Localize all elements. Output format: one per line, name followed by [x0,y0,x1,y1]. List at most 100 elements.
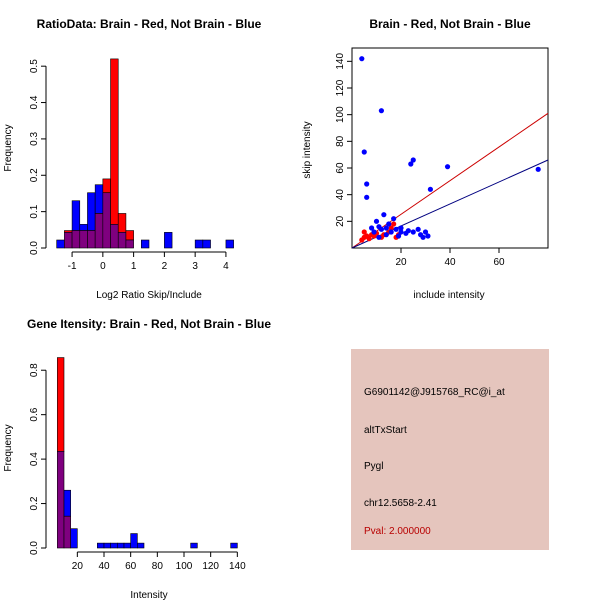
x-tick-label-4: 3 [192,261,198,272]
scatter-y-tick-label-5: 120 [335,79,346,96]
scatter-x-tick-label-0: 20 [395,257,407,268]
scatter-ylabel: skip intensity [302,121,313,178]
not-brain-point-7 [427,186,433,192]
not-brain-bar-0 [56,239,65,249]
y-tick-label-1: 0.1 [29,204,40,218]
genomic-location: chr12.5658-2.41 [364,498,437,509]
x-tick-label-0: 20 [72,561,84,572]
not-brain-point-28 [420,234,426,240]
y-tick-label-4: 0.4 [29,95,40,109]
ratio-histogram-ylabel: Frequency [3,124,14,171]
not-brain-point-2 [364,181,370,187]
overlap-bar-1 [64,232,73,249]
not-brain-point-11 [371,229,377,235]
x-tick-label-2: 60 [125,561,137,572]
overlap-bar-4 [87,230,96,249]
not-brain-bar-2 [70,528,78,549]
y-tick-label-3: 0.3 [29,132,40,146]
not-brain-point-12 [373,218,380,224]
not-brain-bar-10 [123,542,131,549]
y-tick-label-0: 0.0 [29,241,40,255]
overlap-bar-2 [71,230,81,249]
y-tick-label-3: 0.6 [29,407,40,421]
overlap-bar-8 [117,232,127,249]
not-brain-bar-20 [190,542,198,549]
not-brain-bar-6 [97,542,105,549]
not-brain-point-25 [410,229,416,235]
x-tick-label-0: -1 [68,261,77,272]
gene-name: Pygl [364,461,384,472]
not-brain-bar-1 [63,489,71,517]
event-type: altTxStart [364,425,407,436]
x-tick-label-2: 1 [131,261,137,272]
not-brain-point-17 [386,221,392,227]
not-brain-point-3 [378,108,384,114]
x-tick-label-1: 0 [100,261,106,272]
brain-fit-line [351,112,549,249]
intensity-histogram-ylabel: Frequency [3,424,14,471]
not-brain-bar-19 [202,239,211,249]
not-brain-point-21 [395,233,402,239]
brain-bar-0 [57,357,65,452]
overlap-bar-1 [63,515,71,549]
x-tick-label-3: 2 [162,261,168,272]
not-brain-point-18 [388,229,394,235]
not-brain-point-10 [369,225,375,231]
not-brain-point-31 [376,224,382,230]
not-brain-point-26 [415,226,421,232]
brain-bar-9 [125,230,134,241]
not-brain-point-29 [422,229,429,235]
not-brain-point-24 [405,228,411,234]
not-brain-point-15 [381,212,387,218]
p-value: Pval: 2.000000 [364,526,431,537]
scatter-xlabel: include intensity [413,290,484,301]
not-brain-point-22 [398,225,404,231]
y-tick-label-2: 0.4 [29,452,40,466]
not-brain-point-0 [359,56,365,62]
scatter-plot-box [351,47,549,249]
intensity-histogram: Gene Itensity: Brain - Red, Not Brain - … [3,317,271,600]
overlap-bar-3 [79,230,88,249]
not-brain-bar-2 [71,200,81,231]
scatter-y-tick-label-1: 40 [335,189,346,201]
y-tick-label-0: 0.0 [29,541,40,555]
ratio-histogram: RatioData: Brain - Red, Not Brain - Blue… [3,17,262,301]
probe-id: G6901142@J915768_RC@i_at [364,387,505,398]
scatter-y-tick-label-0: 20 [335,215,346,227]
brain-bar-8 [117,213,127,233]
not-brain-bar-4 [87,192,96,231]
not-brain-bar-5 [94,184,104,214]
x-tick-label-6: 140 [229,561,246,572]
ratio-histogram-xlabel: Log2 Ratio Skip/Include [96,290,202,301]
scatter-x-tick-label-2: 60 [493,257,505,268]
not-brain-point-8 [444,164,451,170]
not-brain-point-20 [393,226,399,232]
not-brain-bar-7 [103,542,111,549]
x-tick-label-3: 80 [152,561,164,572]
not-brain-point-4 [364,194,370,200]
not-brain-point-30 [425,233,431,239]
overlap-bar-0 [57,451,65,549]
ratio-histogram-title: RatioData: Brain - Red, Not Brain - Blue [37,17,262,31]
x-tick-label-4: 100 [176,561,193,572]
not-brain-bar-12 [137,542,145,549]
not-brain-point-32 [383,225,389,231]
overlap-bar-6 [102,192,111,249]
not-brain-point-16 [383,232,389,238]
brain-point-11 [388,225,394,231]
not-brain-point-1 [361,149,367,155]
scatter-y-tick-label-2: 60 [335,162,346,174]
not-brain-point-19 [391,216,397,222]
scatter-y-tick-label-3: 80 [335,135,346,147]
probe-info-panel: G6901142@J915768_RC@i_at altTxStart Pygl… [351,349,549,550]
intensity-histogram-title: Gene Itensity: Brain - Red, Not Brain - … [27,317,271,331]
not-brain-bar-11 [130,533,138,549]
overlap-bar-7 [110,224,119,249]
not-brain-point-6 [410,157,416,163]
not-brain-bar-9 [117,542,125,549]
overlap-bar-5 [94,213,104,249]
intensity-scatter: Brain - Red, Not Brain - Blue include in… [302,17,549,301]
brain-point-12 [391,221,397,227]
not-brain-bar-3 [79,224,88,231]
